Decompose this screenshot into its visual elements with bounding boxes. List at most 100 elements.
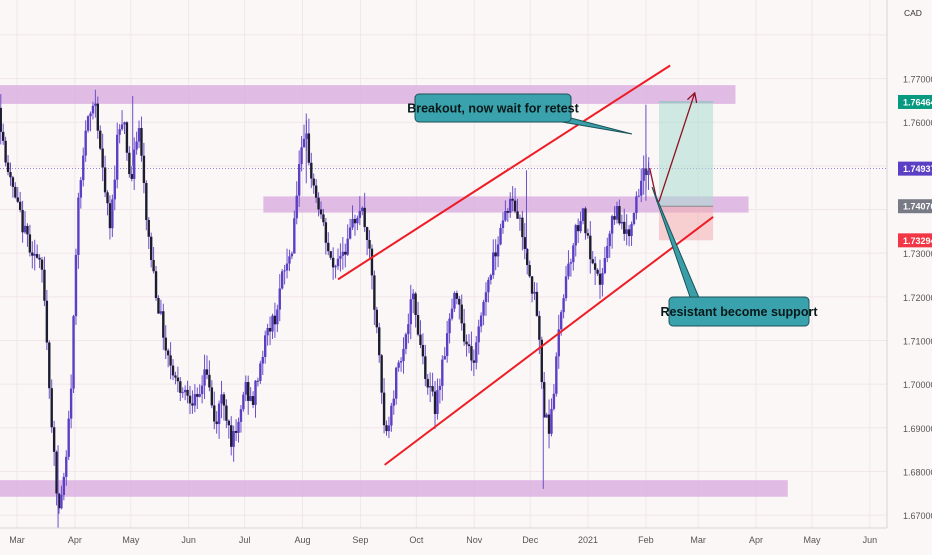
candle-body	[421, 344, 425, 357]
long-position[interactable]	[658, 101, 714, 241]
candle	[14, 182, 17, 199]
candle-body	[35, 254, 39, 258]
candle	[118, 124, 121, 144]
candle	[363, 192, 366, 232]
candle	[513, 187, 517, 214]
candle-body	[433, 391, 437, 414]
candle	[273, 302, 277, 338]
candle	[368, 230, 371, 260]
candle-body	[0, 107, 2, 132]
channel-line-upper-channel	[337, 64, 671, 281]
candle	[336, 248, 340, 271]
candle-body	[125, 122, 129, 153]
candle	[373, 270, 376, 326]
candle-body	[276, 309, 279, 325]
price-label-bg	[898, 161, 932, 176]
candle	[426, 374, 429, 395]
zone-lower-support	[0, 480, 788, 497]
candle	[642, 155, 645, 195]
candle-body	[344, 251, 347, 255]
candle	[271, 313, 274, 339]
candle-body	[351, 218, 354, 228]
candle	[579, 211, 582, 234]
candle-body	[564, 276, 568, 299]
candle-body	[543, 382, 546, 418]
candle-body	[598, 273, 602, 285]
price-label: 1.74937	[903, 164, 932, 174]
candle	[69, 374, 73, 429]
time-tick-label: May	[122, 535, 140, 545]
candle-body	[89, 113, 92, 117]
candle	[438, 378, 442, 404]
candle-body	[113, 179, 116, 200]
price-tick-label: 1.68000	[903, 467, 932, 477]
candle	[319, 201, 323, 219]
candle	[225, 399, 228, 429]
candle-body	[327, 242, 330, 252]
candle-body	[130, 174, 133, 179]
candle	[477, 319, 480, 355]
candle	[132, 137, 136, 190]
candle-body	[635, 196, 638, 213]
candle	[106, 190, 109, 216]
candle	[205, 355, 209, 380]
candle	[392, 390, 395, 415]
candle	[462, 308, 466, 346]
candle-body	[128, 152, 131, 175]
candle-body	[169, 355, 172, 366]
candle	[552, 383, 556, 411]
candle	[436, 378, 439, 420]
price-tick-label: 1.70000	[903, 380, 932, 390]
candle	[215, 411, 218, 434]
candle	[640, 168, 643, 203]
candle	[356, 215, 359, 231]
candle	[162, 303, 165, 350]
candle	[526, 248, 529, 275]
candle-body	[475, 342, 478, 363]
candle	[547, 399, 551, 449]
candle	[55, 450, 58, 506]
candle-body	[322, 214, 325, 223]
candle-body	[116, 134, 119, 180]
candle	[416, 301, 420, 337]
candle-body	[205, 369, 209, 375]
candle	[630, 221, 633, 246]
candle-body	[448, 318, 451, 334]
candle-body	[450, 308, 454, 319]
time-tick-label: Jun	[181, 535, 196, 545]
time-axis[interactable]: Mar Apr May Jun Jul Aug Sep Oct Nov Dec 2021 Feb Mar…	[0, 527, 932, 550]
candle	[632, 212, 636, 226]
candle-body	[307, 133, 311, 163]
candle	[409, 284, 412, 340]
candle-body	[208, 374, 211, 388]
price-axis[interactable]: 1.67000 1.68000 1.69000 1.70000 1.71000 1.720…	[886, 0, 932, 528]
time-tick-label: Jul	[239, 535, 251, 545]
candle	[329, 250, 332, 260]
candle	[171, 359, 175, 381]
candle-body	[642, 168, 645, 181]
candles	[0, 89, 650, 542]
candle	[564, 265, 568, 302]
candle	[77, 192, 80, 269]
candle-body	[504, 211, 507, 221]
candle-body	[43, 269, 46, 301]
candle-body	[579, 221, 582, 232]
candle	[142, 142, 146, 194]
candle	[135, 131, 138, 155]
candle	[123, 121, 126, 134]
candle	[574, 223, 577, 257]
candle	[489, 273, 493, 285]
candle-body	[14, 186, 17, 198]
callouts: Breakout, now wait for retest Resistant b…	[407, 93, 818, 327]
candle-body	[171, 365, 175, 376]
candle	[230, 416, 233, 456]
candle	[220, 380, 223, 419]
candle-body	[567, 263, 570, 277]
candle	[535, 282, 539, 317]
candle-body	[414, 293, 417, 316]
candle-body	[613, 216, 616, 220]
candle	[424, 344, 427, 387]
candle	[317, 192, 320, 217]
candle	[385, 420, 388, 436]
